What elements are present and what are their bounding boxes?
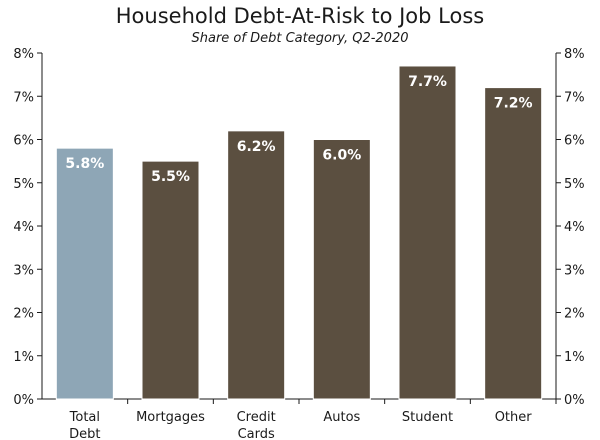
y-tick-label-right: 3% <box>564 263 585 278</box>
bar <box>55 147 114 400</box>
y-tick-label-right: 7% <box>564 90 585 105</box>
bar <box>398 65 457 400</box>
x-tick-label: Mortgages <box>136 410 205 425</box>
y-tick-label-left: 2% <box>13 307 34 322</box>
bar-value-label: 7.7% <box>408 74 447 90</box>
x-tick-label: Debt <box>69 427 100 440</box>
y-tick-label-left: 3% <box>13 263 34 278</box>
y-tick-label-right: 4% <box>564 220 585 235</box>
bar <box>227 130 286 400</box>
bars: 5.8% 5.5% 6.2% 6.0% 7.7% 7.2% <box>55 65 543 400</box>
bar <box>141 160 200 400</box>
y-tick-label-right: 8% <box>564 47 585 62</box>
bar <box>484 87 543 400</box>
y-tick-label-left: 4% <box>13 220 34 235</box>
bar-value-label: 6.0% <box>322 148 361 164</box>
chart-subtitle: Share of Debt Category, Q2-2020 <box>191 31 409 46</box>
y-tick-label-left: 6% <box>13 134 34 149</box>
y-tick-label-left: 8% <box>13 47 34 62</box>
y-tick-label-right: 1% <box>564 350 585 365</box>
y-tick-label-right: 0% <box>564 393 585 408</box>
y-tick-label-right: 5% <box>564 177 585 192</box>
y-tick-label-right: 2% <box>564 307 585 322</box>
plot-frame <box>41 53 557 400</box>
x-axis-labels: Total Debt Mortgages Credit Cards Autos Studen… <box>69 399 557 440</box>
bar <box>312 139 371 400</box>
x-tick-label: Cards <box>238 427 275 440</box>
x-tick-label: Student <box>402 410 453 425</box>
y-tick-label-left: 5% <box>13 177 34 192</box>
x-tick-label: Other <box>495 410 533 425</box>
x-tick-label: Total <box>69 410 100 425</box>
y-tick-label-right: 6% <box>564 134 585 149</box>
x-tick-label: Autos <box>323 410 360 425</box>
x-tick-label: Credit <box>237 410 276 425</box>
chart-title: Household Debt-At-Risk to Job Loss <box>115 4 485 28</box>
bar-value-label: 5.8% <box>65 156 104 172</box>
bar-value-label: 6.2% <box>237 139 276 155</box>
y-tick-label-left: 1% <box>13 350 34 365</box>
bar-value-label: 5.5% <box>151 169 190 185</box>
y-tick-label-left: 0% <box>13 393 34 408</box>
y-tick-label-left: 7% <box>13 90 34 105</box>
y-axis-ticks: 0% 0% 1% 1% 2% 2% 3% 3% 4% 4% 5% 5% 6% 6% 7% 7% 8% 8% <box>13 47 584 408</box>
bar-value-label: 7.2% <box>494 96 533 112</box>
